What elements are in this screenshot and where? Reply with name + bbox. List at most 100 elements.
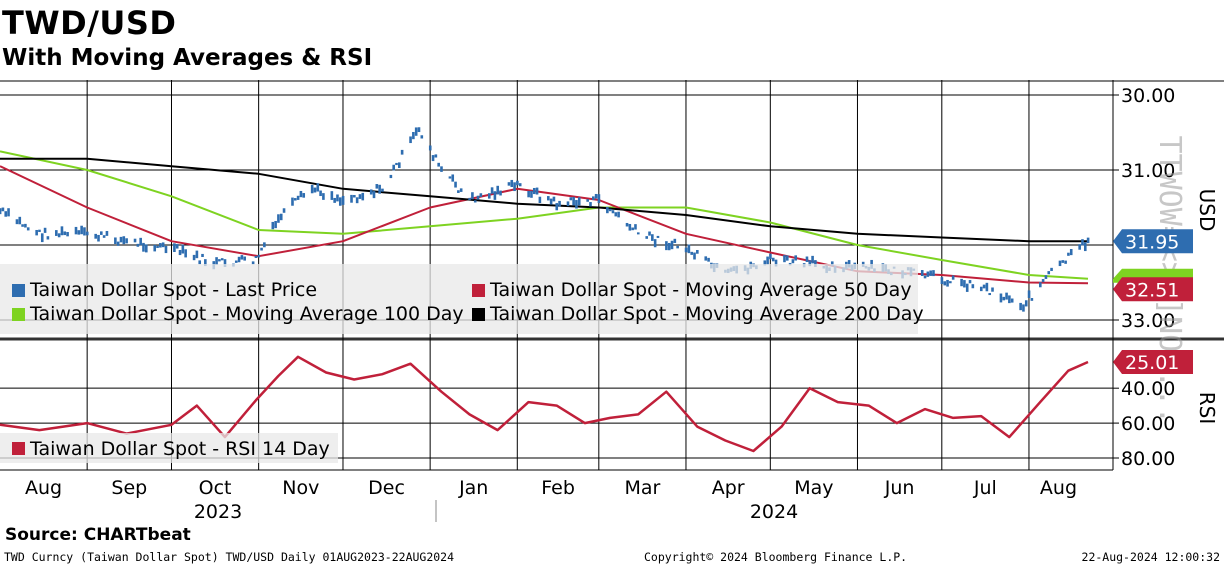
price-bar [66,232,69,237]
price-bar [614,212,618,217]
price-bar [1044,275,1048,279]
price-bar [608,208,612,212]
price-bar [468,197,471,201]
price-tick-label: 30.00 [1121,85,1175,107]
price-bar [40,233,44,243]
price-bar [628,223,632,231]
price-bar [676,245,679,249]
price-bar [1081,239,1084,246]
timestamp: 22-Aug-2024 12:00:32 [1081,550,1220,564]
legend-swatch [472,284,485,297]
price-bar [296,195,300,200]
ma200-line [0,157,1088,243]
price-bar [431,155,435,162]
price-bar [299,190,303,198]
price-bar [577,197,581,206]
price-bar [473,200,477,203]
price-bar [814,260,817,268]
price-bar [653,239,657,248]
rsi-axis-label: RSI [1195,392,1219,425]
x-month-label: Sep [111,477,147,499]
price-bar [847,260,851,268]
price-bar [257,254,261,258]
price-bar [487,193,491,199]
price-bar [665,241,668,251]
price-bar [173,243,176,252]
price-bar [198,260,202,265]
price-bar [1024,300,1028,307]
price-bar [260,247,263,251]
x-month-label: Dec [368,477,405,499]
x-month-label: Feb [541,477,575,499]
price-bar [499,190,502,196]
price-tick-label: 31.00 [1121,160,1175,182]
price-bar [409,136,412,144]
price-bar [319,190,322,197]
price-bar [631,227,634,231]
x-month-label: Mar [624,477,660,499]
price-bar [569,197,573,201]
price-bar [949,281,952,284]
price-bar [395,162,398,166]
price-bar [271,221,275,230]
price-bar [302,193,306,198]
price-bar [330,191,334,200]
price-bar [971,284,975,289]
price-bar [594,193,598,199]
price-bar [35,229,38,236]
rsi-legend-box [0,433,338,463]
price-bar [656,235,660,238]
price-bar [830,261,834,267]
ma50-tag-bg [1113,277,1193,302]
price-bar [1078,244,1081,250]
price-bar [181,244,185,254]
price-bar [234,260,238,263]
price-bar [985,282,989,292]
price-bar [518,183,522,187]
price-bar [591,196,595,201]
price-bar [437,162,440,167]
price-bar [707,257,710,262]
price-bar [507,182,511,186]
price-bar [943,281,947,286]
legend-swatch [12,308,25,321]
price-bar [122,236,126,245]
price-bar [1005,292,1008,300]
price-bar [381,188,384,192]
price-bar [471,192,474,200]
price-bar [279,213,283,221]
price-bar [457,190,460,193]
price-bar [1067,252,1070,256]
chart-subtitle: With Moving Averages & RSI [2,45,373,71]
price-bar [516,180,519,186]
price-bar [60,226,64,236]
price-axis-label: USD [1195,189,1219,232]
x-month-label: Nov [282,477,319,499]
price-bar [77,230,81,235]
price-bar [538,196,542,204]
price-bar [1002,296,1006,301]
price-bar [243,256,246,261]
price-bar [965,283,969,292]
price-bar [18,216,22,225]
price-bar [530,190,533,198]
price-bar [291,197,294,206]
price-bar [920,270,924,276]
price-bar [80,225,83,235]
price-bar [617,211,620,218]
price-bar [94,233,97,239]
price-bar [38,229,41,233]
x-month-label: Jan [458,477,488,499]
price-bar [1030,298,1034,301]
price-bar [83,227,86,236]
price-bar [791,259,795,264]
price-bar [398,162,401,168]
rsi-tick-label: 40.00 [1121,378,1175,400]
price-bar [645,236,649,239]
rsi-tick-label: 60.00 [1121,413,1175,435]
price-bar [774,259,778,267]
price-bar [274,220,277,229]
price-bar [552,196,556,202]
price-bar [493,191,497,200]
